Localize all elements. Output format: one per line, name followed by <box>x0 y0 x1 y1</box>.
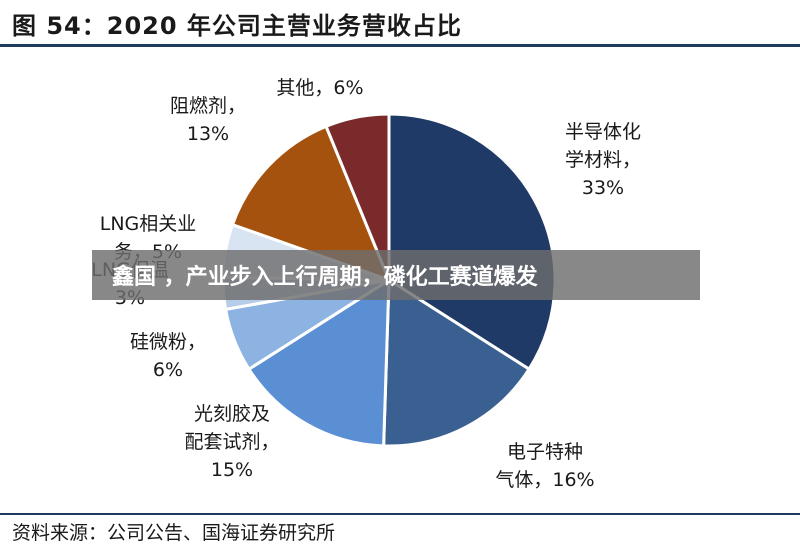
slice-label-line: 其他，6% <box>276 77 364 99</box>
slice-label-line: 学材料， <box>564 149 641 171</box>
pie-slice-2 <box>246 277 391 448</box>
banner-text: 鑫国 ，产业步入上行周期，磷化工赛道爆发 <box>112 265 538 290</box>
pie-slice-1 <box>382 277 532 448</box>
slice-label-line: 光刻胶及 <box>193 403 270 425</box>
slice-label-0: 半导体化学材料， 33% <box>543 118 663 202</box>
source-rule <box>0 513 800 515</box>
pie-slice-7 <box>324 112 391 281</box>
slice-label-line: 半导体化 <box>564 121 641 143</box>
slice-label-line: 15% <box>210 459 254 481</box>
slice-label-line: 电子特种 <box>506 441 583 463</box>
pie-slice-6 <box>230 124 392 283</box>
slice-label-6: 阻燃剂， 13% <box>148 92 268 148</box>
slice-label-line: 气体，16% <box>495 469 595 491</box>
overlay-banner: 鑫国 ，产业步入上行周期，磷化工赛道爆发 <box>92 250 700 300</box>
slice-label-1: 电子特种气体，16% <box>485 438 605 494</box>
title-rule <box>0 44 800 47</box>
slice-label-line: 配套试剂， <box>184 431 280 453</box>
slice-label-7: 其他，6% <box>260 74 380 102</box>
figure-title: 图 54：2020 年公司主营业务营收占比 <box>12 12 462 40</box>
slice-label-3: 硅微粉， 6% <box>108 328 228 384</box>
slice-label-2: 光刻胶及配套试剂， 15% <box>172 400 292 484</box>
slice-label-line: 33% <box>581 177 625 199</box>
slice-label-line: 13% <box>186 123 230 145</box>
slice-label-line: 硅微粉， <box>129 331 206 353</box>
slice-label-line: 阻燃剂， <box>169 95 246 117</box>
source-note: 资料来源：公司公告、国海证券研究所 <box>12 522 336 544</box>
slice-label-line: 6% <box>152 359 184 381</box>
slice-label-line: LNG相关业 <box>99 213 197 235</box>
